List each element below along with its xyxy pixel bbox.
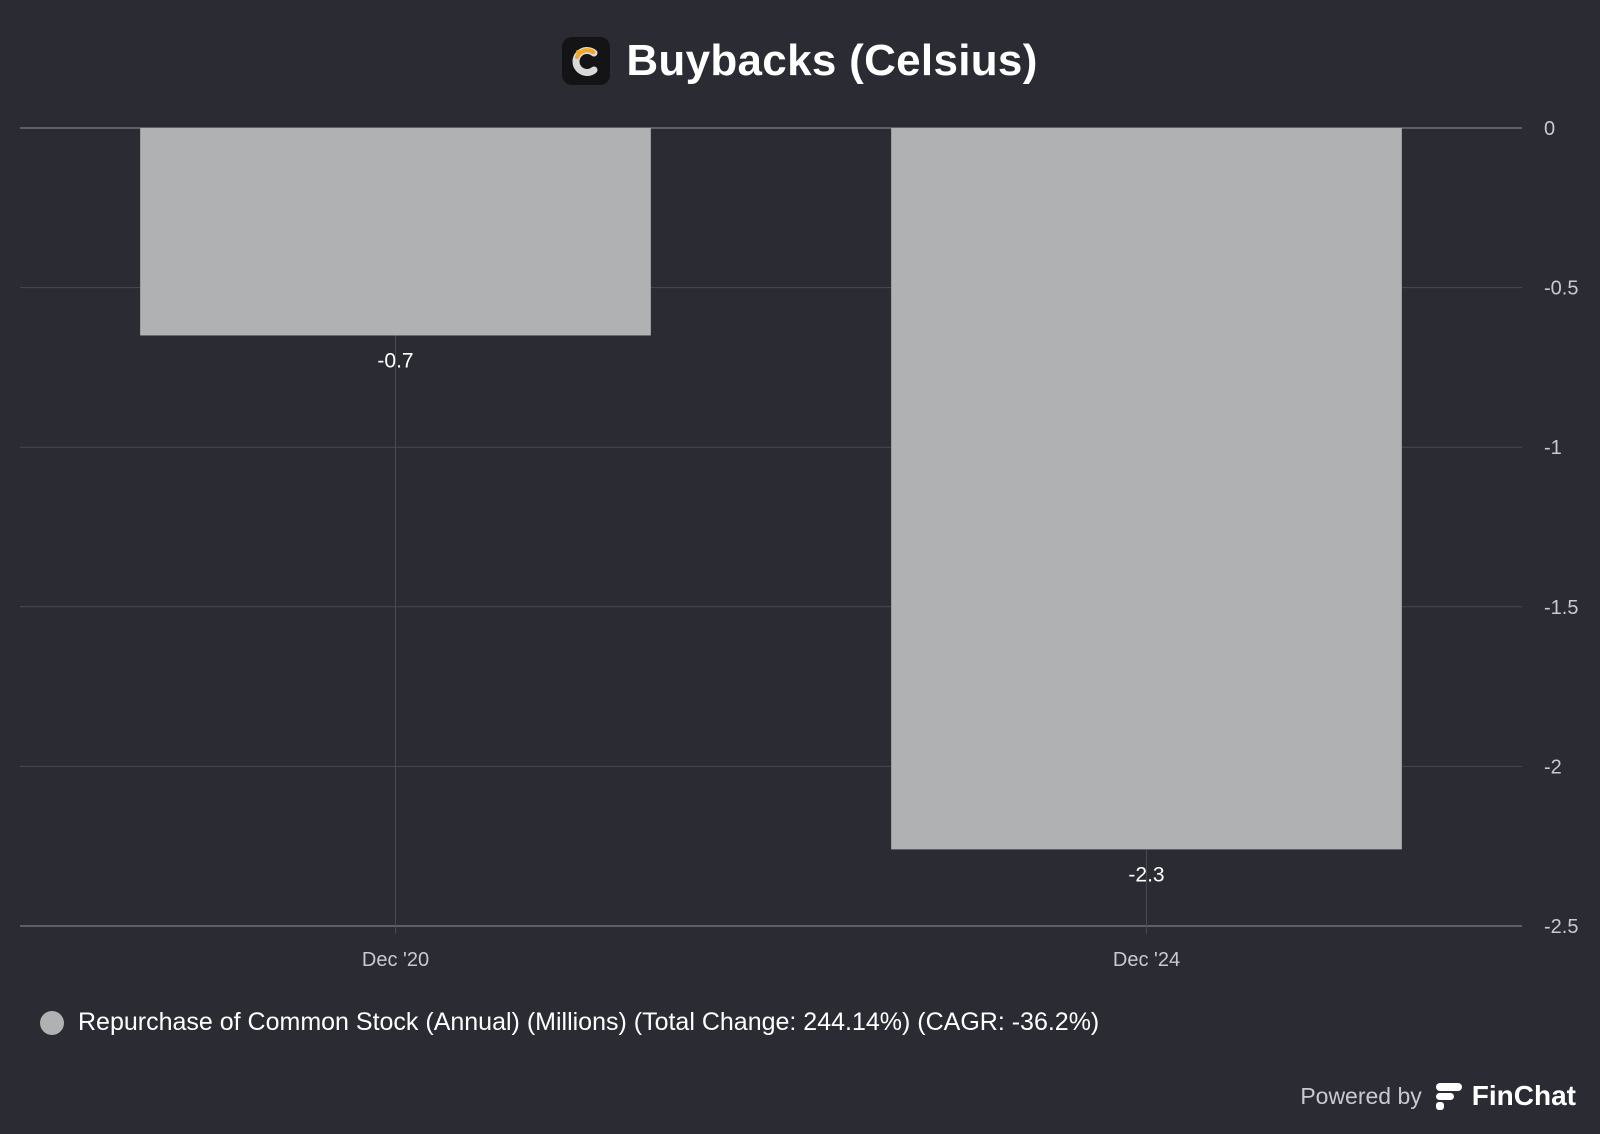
bar-data-label: -2.3: [1128, 863, 1164, 886]
legend-label: Repurchase of Common Stock (Annual) (Mil…: [78, 1008, 1100, 1036]
bar: [140, 128, 651, 336]
y-tick-label: 0: [1544, 118, 1555, 140]
finchat-brand-name: FinChat: [1471, 1080, 1576, 1111]
x-tick-label: Dec '20: [362, 949, 429, 971]
legend[interactable]: Repurchase of Common Stock (Annual) (Mil…: [40, 1008, 1099, 1037]
powered-by-text: Powered by: [1300, 1082, 1422, 1109]
y-tick-label: -2.5: [1544, 916, 1578, 938]
x-tick-label: Dec '24: [1113, 949, 1180, 971]
y-tick-label: -0.5: [1544, 278, 1578, 300]
legend-marker: [40, 1010, 64, 1035]
chart-title: Buybacks (Celsius): [626, 36, 1038, 85]
bar-data-label: -0.7: [377, 349, 413, 372]
finchat-brand[interactable]: FinChat: [1434, 1080, 1576, 1112]
y-tick-label: -1.5: [1544, 597, 1578, 619]
celsius-logo-icon: [562, 37, 611, 85]
bar: [891, 128, 1402, 850]
footer: Powered by FinChat: [1300, 1080, 1576, 1112]
chart-plot: 0 -0.5 -1 -1.5 -2 -2.5 -0.7 -2.3 Dec '20 Dec '24: [20, 118, 1578, 971]
chart-header: Buybacks (Celsius): [0, 36, 1600, 86]
y-tick-label: -1: [1544, 437, 1562, 459]
finchat-logo-icon: [1435, 1083, 1462, 1110]
y-tick-label: -2: [1544, 756, 1562, 778]
